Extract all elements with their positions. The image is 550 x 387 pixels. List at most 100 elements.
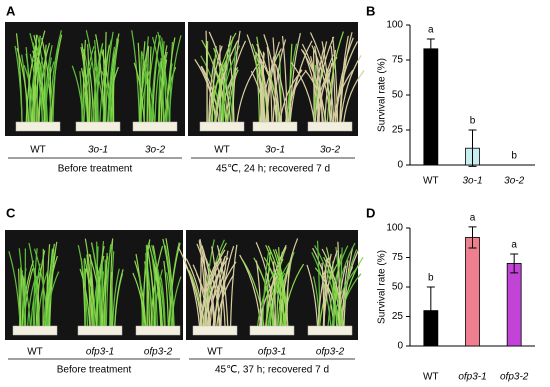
leaf: [265, 251, 271, 327]
significance-letter: b: [511, 151, 517, 162]
leaf: [87, 44, 91, 123]
leaf: [109, 60, 116, 123]
leaf: [322, 253, 332, 327]
condition-caption: 45℃, 37 h; recovered 7 d: [215, 365, 329, 376]
sample-label: WT: [207, 347, 223, 358]
leaf: [257, 271, 276, 327]
pot: [77, 325, 123, 336]
x-tick-label: WT: [423, 372, 439, 383]
leaf: [48, 249, 57, 327]
leaf: [151, 36, 166, 123]
leaf: [311, 252, 332, 327]
panel-label: C: [6, 205, 16, 220]
pot: [199, 121, 245, 132]
leaf: [314, 45, 323, 123]
leaf: [133, 62, 145, 123]
panel-label: D: [366, 205, 375, 220]
leaf: [205, 30, 208, 123]
y-tick-label: 25: [392, 125, 404, 136]
significance-letter: a: [470, 212, 476, 223]
leaf: [339, 32, 353, 123]
y-tick-label: 75: [392, 55, 404, 66]
panel-label: B: [366, 3, 375, 18]
sample-label: ofp3-2: [316, 347, 345, 358]
leaf: [214, 54, 230, 123]
leaf: [34, 34, 38, 123]
pot: [135, 325, 181, 336]
leaf: [219, 66, 234, 123]
leaf: [316, 240, 321, 327]
leaf: [148, 46, 152, 123]
photo: [177, 230, 364, 340]
leaf: [232, 30, 241, 123]
y-tick-label: 0: [397, 160, 403, 171]
leaf: [86, 254, 91, 327]
photo: [188, 22, 365, 136]
sample-label: WT: [27, 347, 43, 358]
leaf: [314, 245, 340, 327]
photo: [5, 22, 185, 136]
condition-caption: 45℃, 24 h; recovered 7 d: [216, 164, 330, 175]
sample-label: ofp3-1: [86, 347, 114, 358]
leaf: [166, 37, 176, 123]
leaf: [210, 32, 237, 123]
leaf: [209, 45, 223, 123]
leaf: [306, 264, 319, 327]
leaf: [255, 260, 262, 327]
sample-label: ofp3-2: [144, 347, 173, 358]
y-axis-title: Survival rate (%): [377, 58, 388, 132]
leaf: [317, 257, 330, 327]
leaf: [209, 255, 227, 327]
leaf: [200, 249, 226, 327]
x-tick-label: 3o-2: [504, 176, 524, 187]
leaf: [272, 261, 277, 327]
leaf: [160, 59, 168, 123]
bar: [506, 262, 522, 347]
leaf: [105, 244, 112, 327]
pot: [307, 121, 353, 132]
y-tick-label: 100: [386, 20, 403, 31]
leaf: [151, 35, 161, 123]
leaf: [80, 46, 89, 123]
pot: [15, 121, 61, 132]
leaf: [25, 42, 37, 123]
leaf: [150, 251, 158, 327]
leaf: [37, 270, 49, 327]
leaf: [324, 62, 333, 123]
leaf: [103, 240, 113, 327]
leaf: [204, 239, 215, 327]
bar: [423, 48, 439, 166]
leaf: [27, 275, 37, 327]
error-bar: [426, 286, 435, 335]
leaf: [163, 260, 169, 327]
leaf: [109, 238, 114, 327]
leaf: [323, 250, 338, 327]
y-tick-label: 25: [392, 311, 404, 322]
leaf: [196, 273, 212, 327]
leaf: [150, 49, 159, 123]
y-tick-label: 100: [386, 223, 403, 234]
leaf: [312, 276, 321, 327]
leaf: [92, 263, 102, 327]
y-tick-label: 50: [392, 282, 404, 293]
leaf: [33, 263, 41, 327]
significance-letter: b: [470, 116, 476, 127]
leaf: [95, 245, 105, 327]
leaf: [272, 39, 287, 123]
sample-label: 3o-1: [88, 145, 108, 156]
leaf: [19, 270, 23, 327]
leaf: [48, 30, 62, 123]
leaf: [14, 45, 23, 123]
sample-label: 3o-2: [320, 145, 340, 156]
leaf: [260, 53, 265, 123]
leaf: [192, 264, 209, 327]
leaf: [107, 46, 116, 123]
leaf: [37, 42, 51, 123]
leaf: [265, 56, 275, 123]
pot: [75, 121, 121, 132]
x-tick-label: 3o-1: [462, 176, 482, 187]
significance-letter: a: [511, 240, 517, 251]
sample-label: 3o-2: [145, 145, 165, 156]
leaf: [266, 46, 273, 123]
